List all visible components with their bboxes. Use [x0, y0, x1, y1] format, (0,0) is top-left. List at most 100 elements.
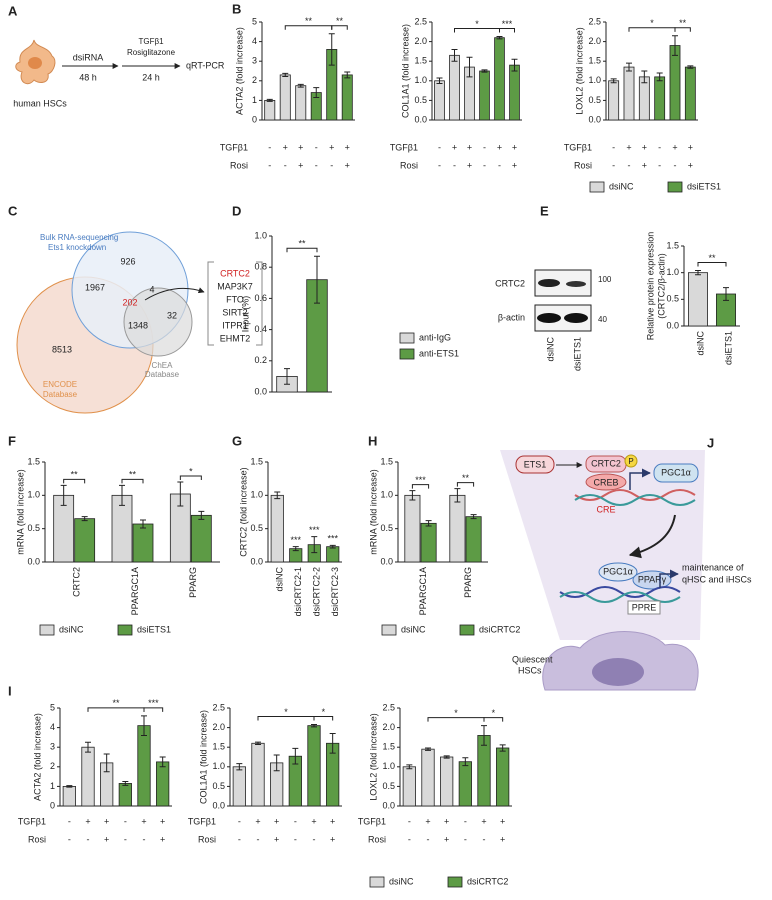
- condition-mark: -: [483, 160, 486, 170]
- legend-label: dsiCRTC2: [467, 876, 508, 886]
- condition-name: Rosi: [230, 160, 248, 170]
- y-tick-label: 0.5: [382, 781, 395, 791]
- error-bar: [103, 753, 110, 773]
- significance-label: **: [112, 698, 120, 708]
- condition-mark: +: [444, 834, 449, 844]
- significance-bracket: [499, 28, 515, 33]
- y-tick-label: 0.0: [666, 320, 679, 330]
- bar: [479, 70, 490, 121]
- bar: [279, 74, 291, 121]
- condition-mark: -: [464, 834, 467, 844]
- condition-mark: -: [330, 160, 333, 170]
- y-tick-label: 0.0: [27, 556, 40, 566]
- legend-swatch: [39, 624, 55, 636]
- y-tick-label: 1.5: [212, 742, 225, 752]
- y-tick-label: 5: [252, 16, 257, 26]
- condition-mark: +: [283, 142, 288, 152]
- bar: [420, 522, 437, 563]
- y-tick-label: 1.5: [27, 456, 40, 466]
- error-bar: [443, 755, 450, 759]
- gene: FTO: [226, 294, 244, 304]
- error-bar: [81, 516, 88, 522]
- y-tick-label: 0.0: [250, 556, 263, 566]
- significance-bracket: [331, 25, 348, 30]
- condition-mark: +: [104, 834, 109, 844]
- gene: EHMT2: [220, 333, 251, 343]
- count: 1348: [128, 320, 148, 330]
- significance-bracket: [628, 27, 676, 32]
- error-bar: [273, 754, 280, 772]
- pparg-label: PPARγ: [638, 574, 667, 584]
- significance-bracket: [179, 475, 202, 480]
- bar: [623, 66, 635, 121]
- significance-bracket: [257, 715, 315, 721]
- condition-mark: +: [274, 834, 279, 844]
- set-label: Database: [43, 390, 78, 399]
- condition-mark: -: [257, 834, 260, 844]
- panel-label: E: [540, 203, 549, 218]
- bar: [264, 100, 276, 121]
- condition-name: TGFβ1: [390, 142, 418, 152]
- dna: [574, 489, 696, 501]
- significance-label: **: [298, 239, 306, 249]
- legend-label: dsiETS1: [137, 624, 171, 634]
- y-tick-label: 2.0: [588, 36, 601, 46]
- y-tick-label: 2.0: [414, 36, 427, 46]
- y-tick-label: 0.2: [254, 355, 267, 365]
- ets1-box: [515, 455, 555, 474]
- bar: [684, 66, 696, 121]
- error-bar: [499, 744, 506, 752]
- condition-mark: -: [313, 834, 316, 844]
- marker-label: 100: [598, 275, 612, 284]
- bar: [440, 756, 454, 807]
- significance-label: *: [454, 708, 458, 718]
- significance-label: **: [129, 470, 137, 480]
- bar: [81, 746, 95, 807]
- crtc2: CRTC2: [591, 458, 621, 468]
- bar: [62, 786, 76, 807]
- error-bar: [695, 270, 701, 276]
- gene: CRTC2: [220, 268, 250, 278]
- count: 1967: [85, 282, 105, 292]
- condition-mark: +: [512, 160, 517, 170]
- bar: [669, 45, 681, 121]
- y-tick-label: 1: [252, 95, 257, 105]
- error-bar: [641, 70, 648, 84]
- y-tick-label: 1.0: [588, 75, 601, 85]
- error-bar: [481, 69, 488, 73]
- y-tick-label: 1.5: [250, 456, 263, 466]
- legend-label: anti-ETS1: [419, 348, 459, 358]
- x-tick-label: PPARGC1A: [418, 567, 428, 615]
- y-tick-label: 0.5: [588, 95, 601, 105]
- y-tick-label: 1.5: [588, 56, 601, 66]
- legend-swatch: [369, 876, 385, 888]
- error-bar: [481, 725, 487, 746]
- background: [500, 450, 705, 640]
- error-bar: [66, 785, 73, 788]
- error-bar: [466, 56, 473, 78]
- condition-mark: -: [658, 142, 661, 152]
- significance-bracket: [121, 478, 144, 484]
- y-axis-label: Relative protein expression: [645, 232, 655, 341]
- count: 8513: [52, 344, 72, 354]
- error-bar: [425, 520, 432, 527]
- y-axis-label: COL1A1 (fold increase): [400, 24, 410, 118]
- y-axis-label: mRNA (fold increase): [368, 469, 378, 555]
- y-tick-label: 1.5: [414, 56, 427, 66]
- legend-swatch: [667, 181, 683, 193]
- y-tick-label: 0.5: [414, 95, 427, 105]
- condition-mark: +: [330, 816, 335, 826]
- count: 202: [122, 297, 137, 307]
- error-bar: [656, 72, 663, 82]
- bar: [654, 76, 666, 121]
- legend-swatch: [447, 876, 463, 888]
- bar: [402, 766, 416, 807]
- y-tick-label: 2.5: [414, 16, 427, 26]
- bar: [638, 76, 650, 121]
- panel-label: B: [232, 1, 241, 16]
- condition-mark: -: [315, 142, 318, 152]
- bar: [326, 546, 340, 563]
- y-axis-label: ACTA2 (fold increase): [234, 27, 244, 115]
- pgc1a: PGC1α: [661, 467, 691, 477]
- significance-bracket: [674, 27, 691, 32]
